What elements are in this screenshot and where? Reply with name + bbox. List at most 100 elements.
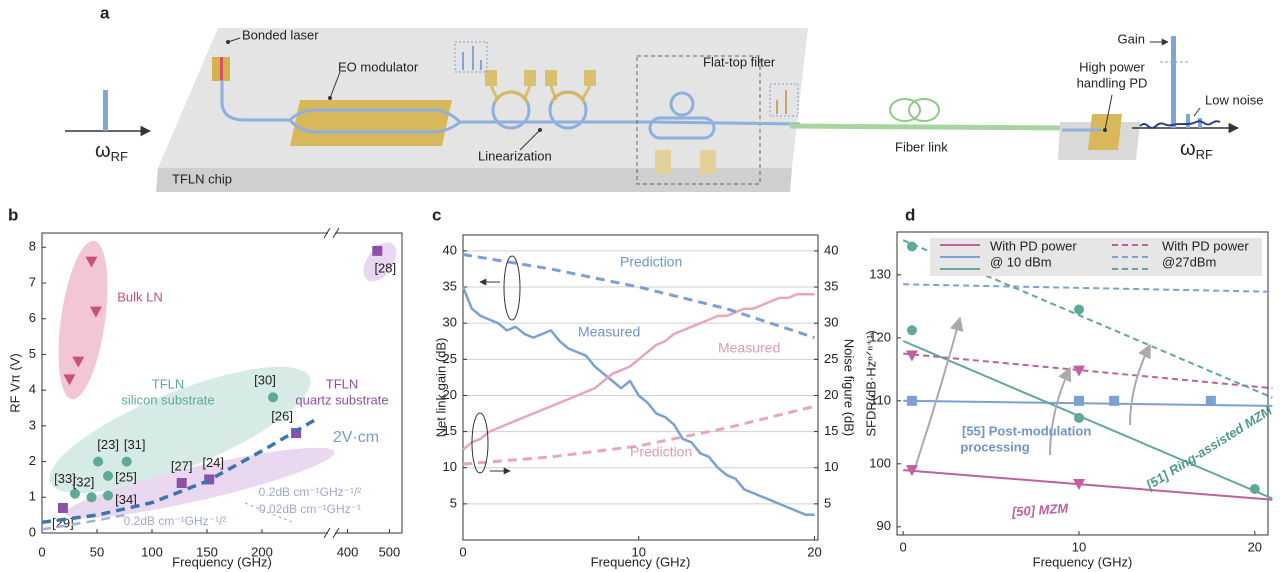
point bbox=[176, 478, 187, 488]
label: Low noise bbox=[1205, 92, 1264, 107]
point bbox=[905, 465, 918, 477]
point bbox=[70, 488, 80, 499]
leader-dot bbox=[538, 128, 542, 132]
diagram: ωRF TFLN chip bbox=[65, 27, 1264, 192]
filter-box bbox=[636, 55, 761, 185]
series-line bbox=[41, 417, 318, 525]
y-tick-label: 8 bbox=[29, 239, 36, 254]
y2-tick-label: 40 bbox=[824, 242, 838, 257]
plot-frame bbox=[462, 234, 819, 541]
arrow bbox=[915, 316, 964, 466]
input-label: ωRF bbox=[95, 140, 128, 164]
pad bbox=[584, 70, 596, 86]
pad bbox=[545, 70, 557, 86]
x-tick-label: 50 bbox=[90, 544, 104, 559]
legend-label: With PD power bbox=[1162, 238, 1249, 253]
point bbox=[291, 428, 302, 438]
point bbox=[1073, 412, 1084, 423]
input-tone bbox=[103, 90, 108, 131]
y-tick-label: 0 bbox=[29, 524, 36, 539]
chart: 0 10 20 5 10 15 20 25 30 35 40 5 10 15 20 25 30 35 40 Frequ… bbox=[433, 234, 857, 569]
y2-tick-label: 15 bbox=[824, 423, 838, 438]
chart: 0 10 20 90 100 110 120 130 Frequency (GHz) SFDR(d… bbox=[863, 231, 1276, 569]
x-tick-label: 0 bbox=[38, 544, 45, 559]
point-label: [32] bbox=[73, 475, 95, 490]
leader bbox=[519, 129, 541, 151]
y-tick-label: 4 bbox=[29, 382, 36, 397]
point-label: [28] bbox=[374, 260, 396, 275]
legend-label: @27dBm bbox=[1162, 254, 1216, 269]
point-label: [24] bbox=[202, 455, 224, 470]
annotation: TFLN bbox=[152, 376, 185, 391]
y-tick-label: 5 bbox=[450, 495, 457, 510]
point bbox=[1072, 365, 1085, 377]
group-shade bbox=[363, 242, 397, 282]
series-line bbox=[903, 352, 1273, 390]
point bbox=[85, 256, 98, 268]
y-tick-label: 1 bbox=[29, 489, 36, 504]
racetrack bbox=[648, 116, 716, 140]
legend-label: With PD power bbox=[990, 238, 1077, 253]
axis-break bbox=[323, 227, 340, 239]
panel-label: c bbox=[432, 205, 441, 224]
pad-wire bbox=[489, 85, 592, 101]
point bbox=[1073, 395, 1084, 406]
label: Gain bbox=[1118, 31, 1145, 46]
annotation: [55] Post-modulation bbox=[962, 423, 1091, 438]
point bbox=[1249, 484, 1260, 495]
annotation: silicon substrate bbox=[121, 392, 214, 407]
waveguide bbox=[220, 80, 290, 122]
leader bbox=[227, 37, 241, 43]
group-shade bbox=[65, 447, 335, 519]
point bbox=[1205, 395, 1216, 406]
panel-label: a bbox=[100, 3, 110, 22]
point bbox=[86, 492, 97, 503]
y-axis-title: SFDR(dB·Hzⁿᐟⁿ⁺¹) bbox=[863, 330, 878, 436]
annotation: [51] Ring-assisted MZM bbox=[1143, 402, 1276, 493]
y-axis-title: RF Vπ (V) bbox=[7, 353, 22, 413]
point bbox=[89, 306, 102, 318]
annotation: 0.02dB cm⁻¹GHz⁻¹ bbox=[259, 502, 361, 516]
y-tick-label: 110 bbox=[870, 392, 891, 407]
axis-break bbox=[323, 527, 340, 539]
point-label: [29] bbox=[52, 515, 74, 530]
label: Flat-top filter bbox=[703, 54, 776, 69]
leader-dot bbox=[1103, 128, 1107, 132]
leader-dot bbox=[328, 96, 332, 100]
annotation: 0.2dB cm⁻¹GHz⁻¹/² bbox=[259, 485, 362, 499]
x-tick-label: 20 bbox=[1248, 539, 1262, 554]
point-label: [34] bbox=[115, 492, 137, 507]
x-tick-label: 0 bbox=[459, 544, 466, 559]
x-tick-label: 500 bbox=[379, 544, 401, 559]
point-label: [23] bbox=[97, 437, 119, 452]
fiber bbox=[789, 123, 1071, 131]
output-tone bbox=[1171, 36, 1176, 128]
y-tick-label: 3 bbox=[29, 417, 36, 432]
x-tick-label: 400 bbox=[337, 544, 359, 559]
legend-label: @ 10 dBm bbox=[990, 254, 1052, 269]
inset bbox=[454, 41, 488, 73]
y2-tick-label: 10 bbox=[824, 459, 838, 474]
axis-hint bbox=[503, 255, 521, 321]
ring bbox=[669, 91, 695, 117]
modulator bbox=[290, 100, 452, 146]
point bbox=[72, 356, 85, 368]
point bbox=[906, 325, 917, 336]
inset-tones bbox=[462, 46, 482, 70]
y-tick-label: 30 bbox=[443, 315, 457, 330]
x-tick-label: 20 bbox=[807, 544, 821, 559]
chip bbox=[158, 28, 808, 168]
x-tick-label: 10 bbox=[632, 544, 646, 559]
plot-frame bbox=[41, 232, 403, 534]
annotation: 2V·cm bbox=[333, 429, 379, 446]
y-tick-label: 100 bbox=[869, 455, 891, 470]
y-tick-label: 10 bbox=[443, 459, 457, 474]
point bbox=[906, 241, 917, 252]
point bbox=[1073, 304, 1084, 315]
pad bbox=[700, 150, 716, 174]
x-axis-title: Frequency (GHz) bbox=[1033, 554, 1133, 569]
group-shade bbox=[49, 366, 311, 494]
leader bbox=[329, 71, 341, 99]
point bbox=[1072, 478, 1085, 490]
